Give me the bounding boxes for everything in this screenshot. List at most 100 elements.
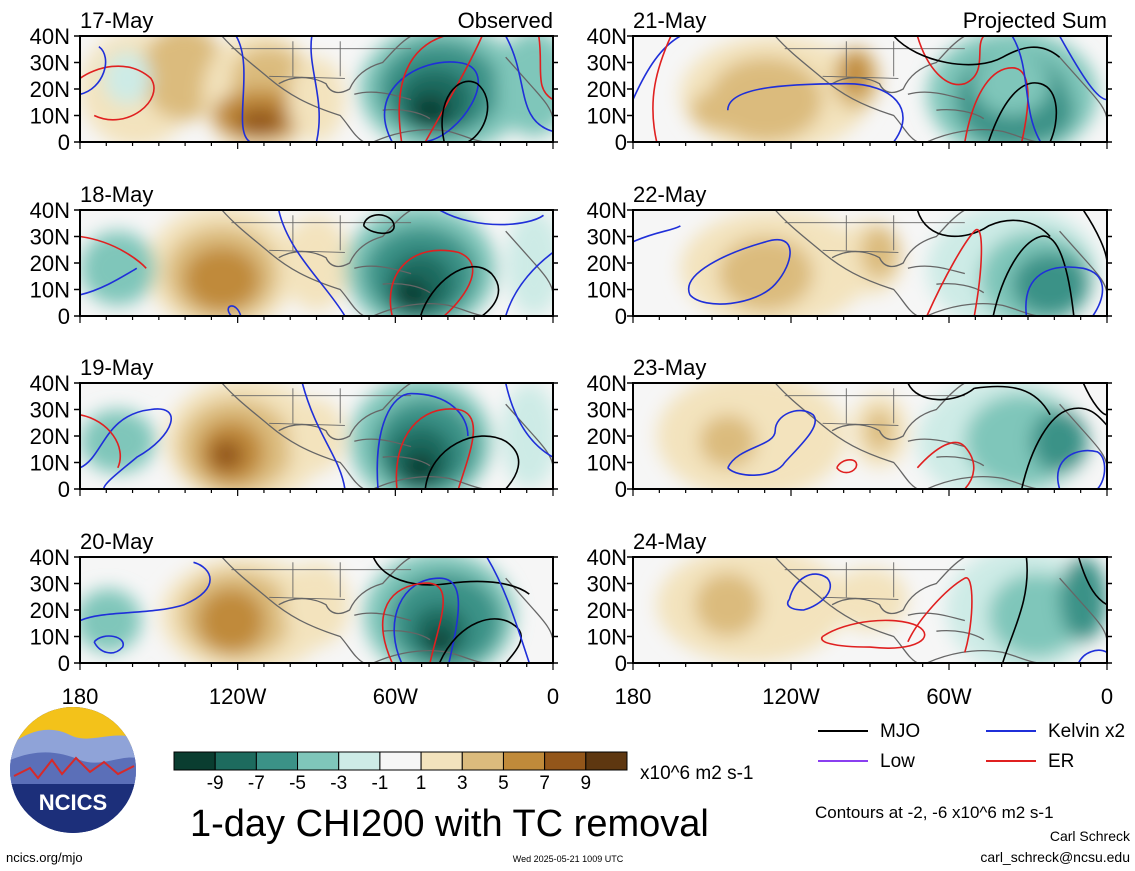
shading-blob <box>718 236 814 311</box>
lat-label: 30N <box>30 572 70 597</box>
logo-text: NCICS <box>39 790 107 815</box>
coastline-segment <box>221 557 365 663</box>
contour-line <box>633 36 681 100</box>
coastline-segment <box>907 438 985 467</box>
contour-line <box>382 582 444 663</box>
shading-blob <box>288 57 345 142</box>
shading-blob <box>694 572 761 637</box>
contour-line <box>687 239 791 305</box>
contours <box>786 557 1107 663</box>
coastline-segment <box>907 91 985 120</box>
footer-url: ncics.org/mjo <box>6 850 83 865</box>
colorbar: -9 -7 -5 -3 -1 1 3 5 7 9 x10^6 m2 s-1 <box>173 751 753 794</box>
contour-line <box>504 383 553 458</box>
panel-date: 20-May <box>80 529 153 554</box>
coastline-segment <box>774 210 918 316</box>
chi200-shading <box>680 36 1098 142</box>
column-header: Projected Sum <box>963 8 1107 33</box>
colorbar-units: x10^6 m2 s-1 <box>640 763 753 784</box>
shading-blob <box>80 409 156 474</box>
colorbar-swatch <box>338 751 381 771</box>
contour-line <box>395 408 475 489</box>
coastline-segment <box>505 403 553 468</box>
coastline <box>774 557 1107 663</box>
lat-label-right: 40N <box>587 24 627 49</box>
shading-blob <box>1059 557 1107 642</box>
coastline-segment <box>373 475 487 489</box>
credit-author: Carl Schreck <box>1050 828 1131 844</box>
coastline-segment <box>831 383 966 441</box>
map-panel-21-May: 21-May Projected Sum <box>627 8 1112 149</box>
coastline-segment <box>505 230 553 295</box>
colorbar-swatch <box>461 751 504 771</box>
lat-label-right: 0 <box>615 477 627 502</box>
contour-line <box>438 618 522 663</box>
shading-blob <box>425 629 454 655</box>
colorbar-swatch <box>585 751 628 771</box>
lat-label: 0 <box>58 651 70 676</box>
border-segment <box>822 596 899 600</box>
border-segment <box>269 596 345 600</box>
lon-label: 60W <box>373 684 418 709</box>
contour-line <box>1077 649 1107 663</box>
contour-line <box>80 414 122 469</box>
contour-line <box>235 36 251 142</box>
contour-note: Contours at -2, -6 x10^6 m2 s-1 <box>815 803 1054 822</box>
lat-label: 10N <box>30 451 70 476</box>
shading-blob <box>80 231 156 306</box>
contour-line <box>926 228 983 316</box>
coastline <box>221 210 553 316</box>
lon-label: 0 <box>1101 684 1113 709</box>
legend-label: Kelvin x2 <box>1048 721 1125 742</box>
contour-line <box>1057 449 1106 489</box>
lat-label-right: 40N <box>587 198 627 223</box>
colorbar-swatch <box>214 751 257 771</box>
lat-label: 20N <box>30 424 70 449</box>
lat-label: 20N <box>30 77 70 102</box>
lat-label-right: 30N <box>587 572 627 597</box>
contours <box>80 36 553 142</box>
colorbar-swatch <box>502 751 546 771</box>
lon-label: 120W <box>209 684 267 709</box>
coastline-segment <box>831 36 966 94</box>
lat-label-right: 20N <box>587 77 627 102</box>
contour-line <box>1025 266 1104 316</box>
contours <box>80 210 553 316</box>
contours <box>727 383 1107 489</box>
map-panel-23-May: 23-May <box>627 355 1112 496</box>
contour-line <box>93 635 124 654</box>
lat-label: 20N <box>30 251 70 276</box>
contour-line <box>393 577 460 663</box>
contour-line <box>893 36 1061 66</box>
contour-line <box>372 557 530 595</box>
coastline-segment <box>505 577 553 642</box>
coastline-segment <box>774 36 918 142</box>
lat-label: 40N <box>30 371 70 396</box>
contours <box>80 557 531 663</box>
lat-label-right: 40N <box>587 371 627 396</box>
lat-label: 10N <box>30 278 70 303</box>
colorbar-tick-label: 9 <box>581 773 592 794</box>
coastline <box>774 210 1107 316</box>
contour-line <box>1011 36 1042 142</box>
coastline <box>221 383 553 489</box>
colorbar-swatch <box>255 751 299 771</box>
border-segment <box>269 75 345 79</box>
lat-label-right: 30N <box>587 51 627 76</box>
panel-date: 17-May <box>80 8 153 33</box>
lon-label: 60W <box>926 684 971 709</box>
contour-line <box>383 61 480 142</box>
lat-label-right: 0 <box>615 130 627 155</box>
map-panel-24-May: 24-May <box>627 529 1112 670</box>
panel-date: 23-May <box>633 355 706 380</box>
footer-timestamp: Wed 2025-05-21 1009 UTC <box>513 854 624 864</box>
shading-blob <box>1012 252 1089 316</box>
lat-label-right: 10N <box>587 278 627 303</box>
colorbar-tick-label: -1 <box>371 773 388 794</box>
lat-label-right: 10N <box>587 451 627 476</box>
contour-line <box>820 619 926 649</box>
colorbar-tick-label: -9 <box>207 773 224 794</box>
